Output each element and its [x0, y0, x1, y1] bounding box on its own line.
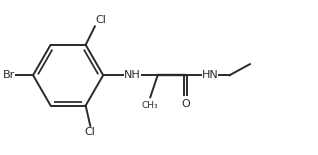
Text: O: O: [181, 99, 190, 109]
Text: NH: NH: [123, 70, 140, 80]
Text: Br: Br: [3, 70, 16, 80]
Text: Cl: Cl: [85, 127, 96, 137]
Text: CH₃: CH₃: [142, 101, 159, 110]
Text: HN: HN: [202, 70, 219, 80]
Text: Cl: Cl: [96, 16, 107, 25]
